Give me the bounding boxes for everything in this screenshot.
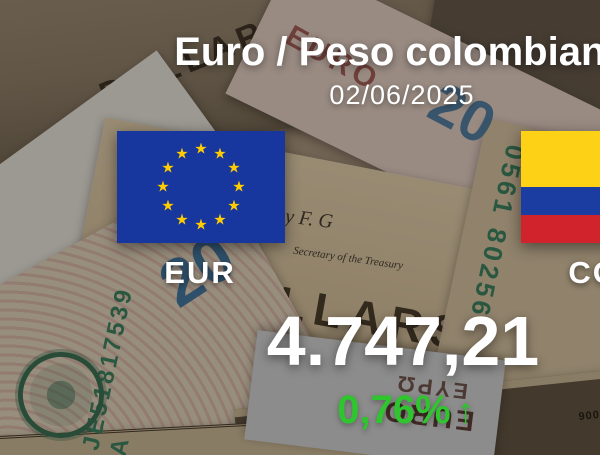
- eu-star-icon: ★: [232, 178, 246, 196]
- eu-star-icon: ★: [175, 211, 189, 229]
- quote-currency-code: COP: [568, 255, 600, 290]
- eu-flag-icon: ★ ★ ★ ★ ★ ★ ★ ★ ★ ★ ★ ★: [117, 131, 285, 243]
- eu-star-icon: ★: [161, 197, 175, 215]
- eu-star-icon: ★: [227, 197, 241, 215]
- eu-star-icon: ★: [213, 145, 227, 163]
- eu-star-icon: ★: [175, 145, 189, 163]
- colombia-yellow-stripe: [521, 131, 600, 187]
- eu-star-icon: ★: [156, 178, 170, 196]
- colombia-blue-stripe: [521, 187, 600, 215]
- colombia-flag-icon: [521, 131, 600, 243]
- up-arrow-icon: ↑: [456, 390, 475, 431]
- date-label: 02/06/2025: [329, 80, 475, 110]
- eu-star-icon: ★: [227, 159, 241, 177]
- base-currency-code: EUR: [164, 255, 236, 290]
- eu-star-icon: ★: [194, 140, 208, 158]
- change-percent: 0,76%: [337, 388, 451, 432]
- eu-star-icon: ★: [161, 159, 175, 177]
- eu-star-icon: ★: [213, 211, 227, 229]
- colombia-red-stripe: [521, 215, 600, 243]
- eu-star-icon: ★: [194, 216, 208, 234]
- exchange-rate-value: 4.747,21: [266, 302, 540, 380]
- rate-change: 0,76% ↑: [337, 388, 474, 433]
- page-title: Euro / Peso colombiano: [174, 30, 600, 74]
